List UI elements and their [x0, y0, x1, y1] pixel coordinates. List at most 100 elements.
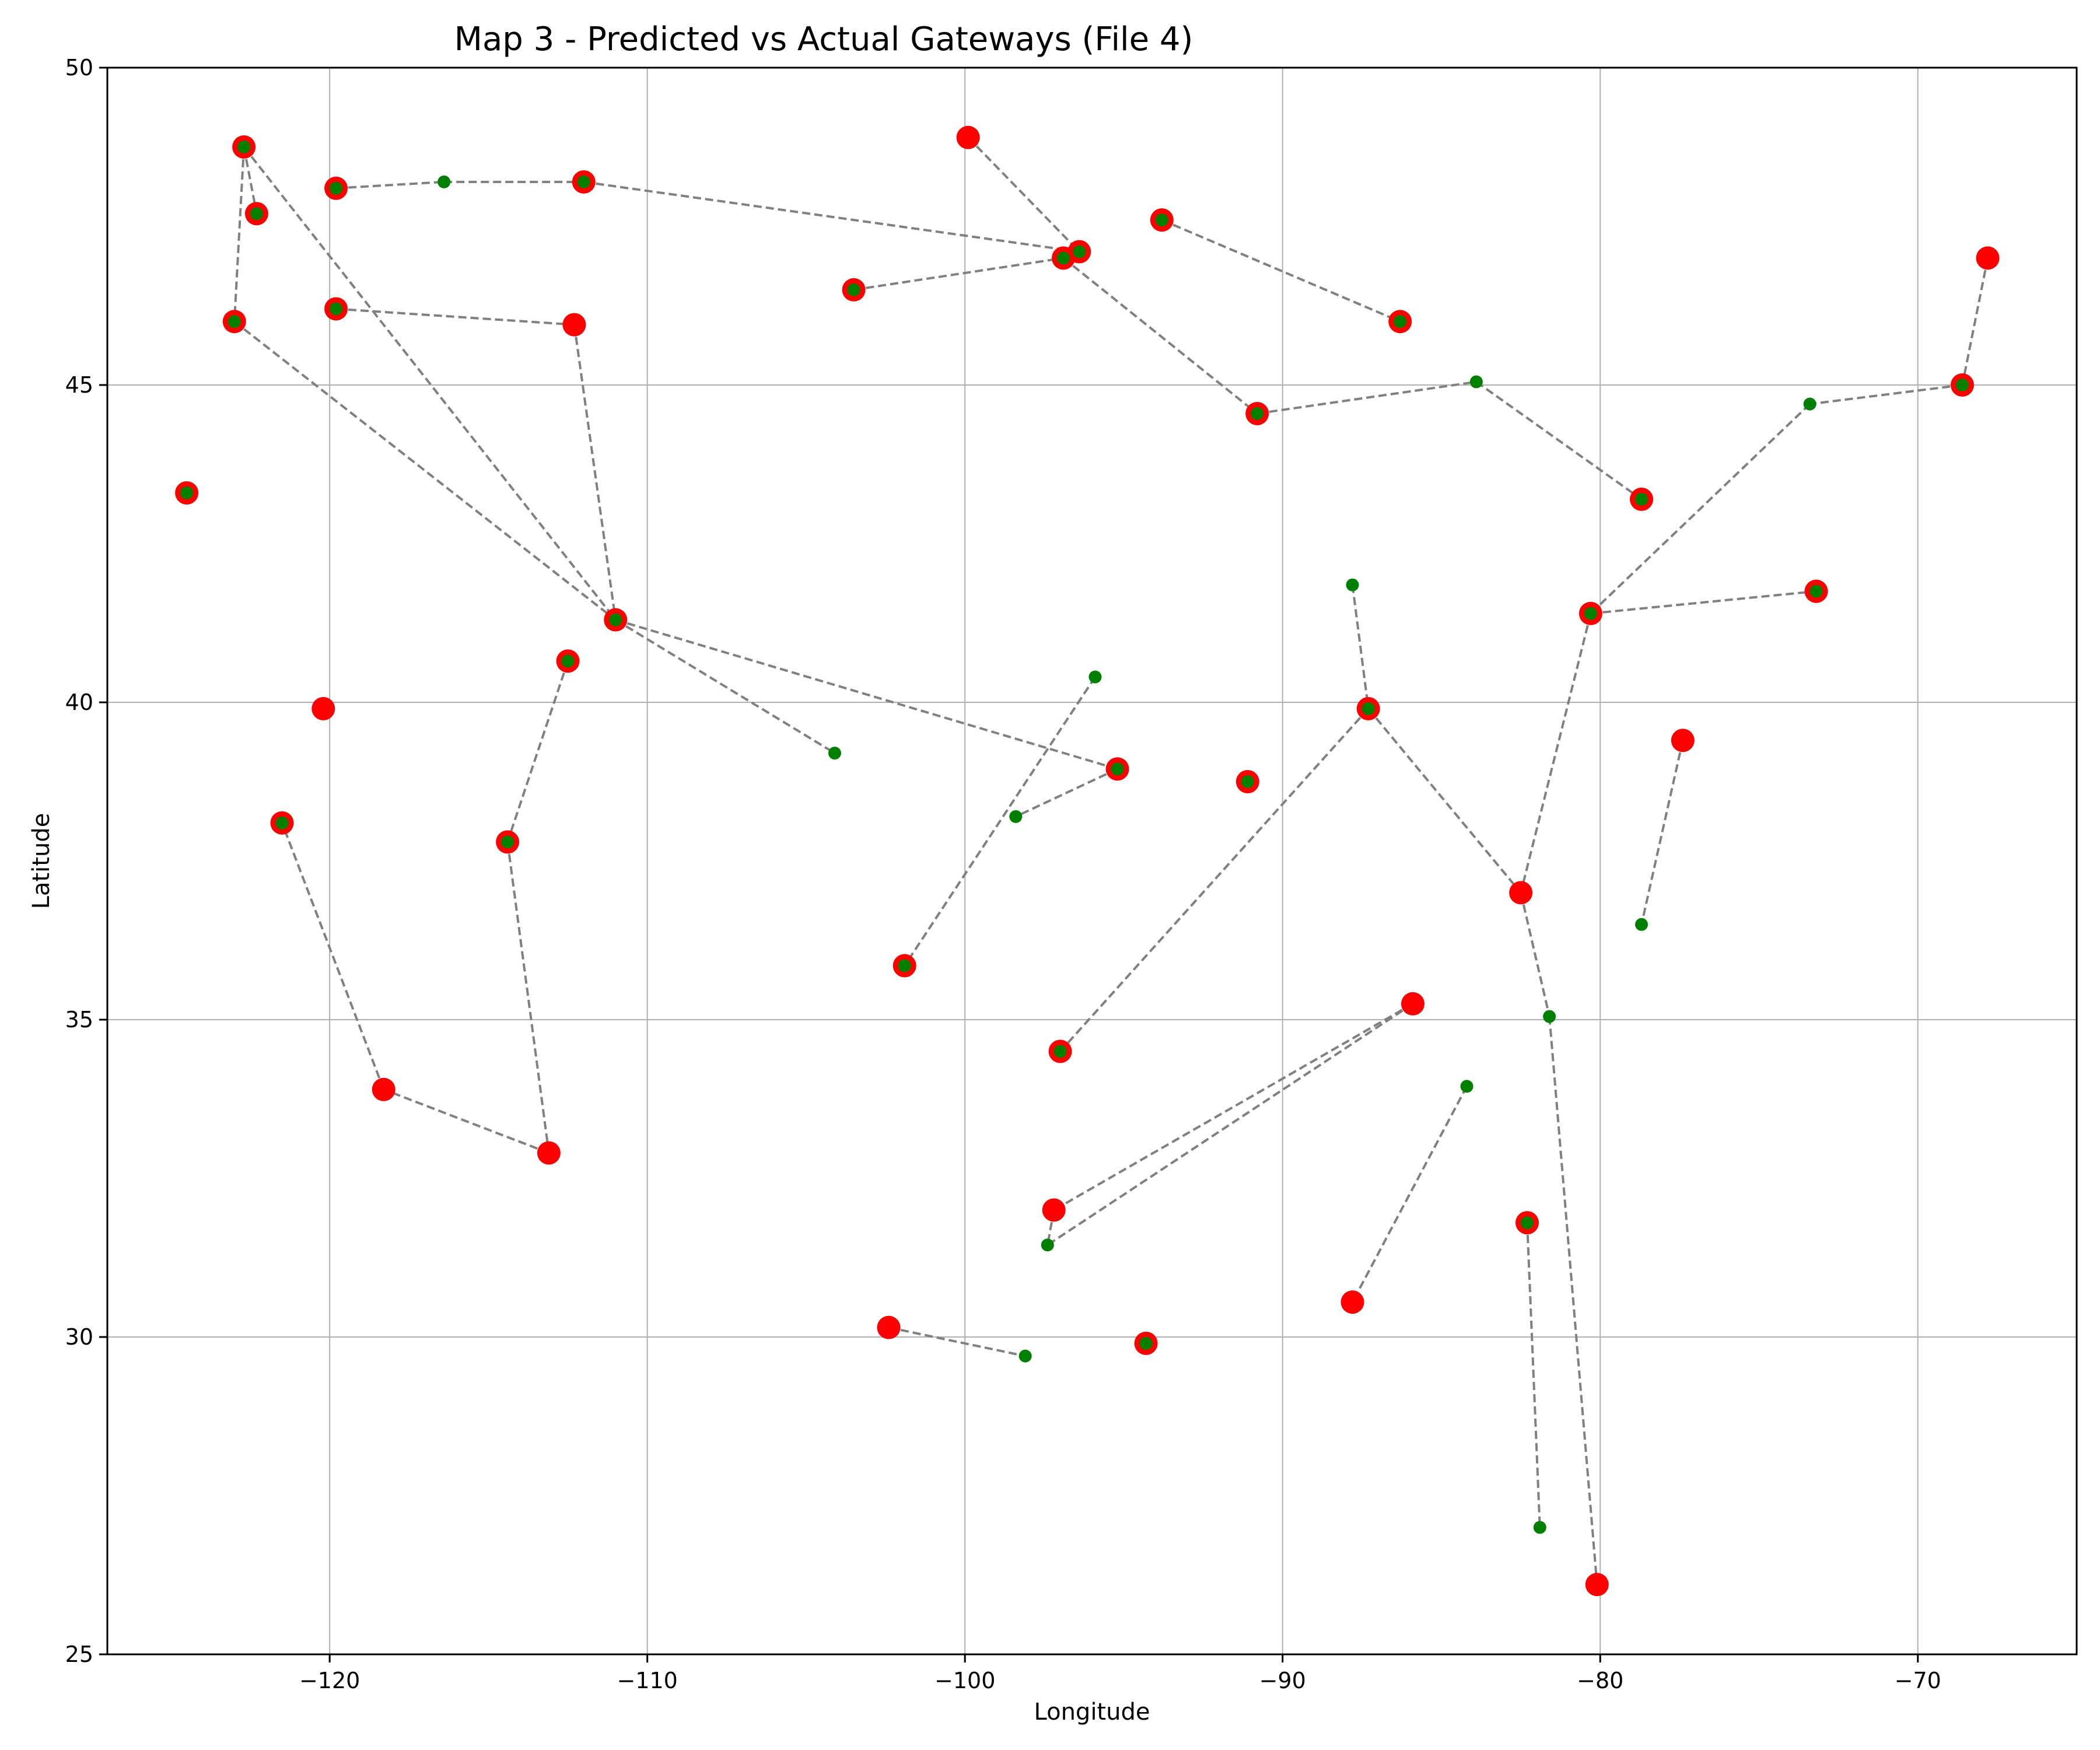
actual-gateway-point [1009, 810, 1023, 823]
predicted-gateway-point [372, 1077, 396, 1101]
actual-gateway-point [898, 959, 911, 972]
gateway-link [1961, 258, 1989, 386]
grid [107, 68, 2077, 1654]
actual-gateway-point [330, 181, 343, 195]
gateway-link [1059, 708, 1370, 1052]
predicted-gateway-point [562, 313, 586, 337]
predicted-gateway-point [1509, 881, 1533, 905]
actual-gateway-point [1019, 1349, 1032, 1363]
gateway-link [1590, 590, 1817, 615]
actual-gateway-point [847, 283, 860, 296]
y-tick-label: 30 [65, 1324, 93, 1350]
gateway-link [281, 822, 385, 1090]
actual-gateway-point [438, 175, 451, 188]
gateway-link [888, 1326, 1026, 1357]
gateway-link [1548, 1016, 1598, 1585]
actual-gateway-point [1041, 1238, 1054, 1252]
gateway-link [383, 1088, 550, 1154]
actual-gateway-point [1803, 397, 1817, 411]
chart-title: Map 3 - Predicted vs Actual Gateways (Fi… [454, 20, 1194, 58]
gateway-link [1053, 1003, 1413, 1212]
gateway-link [1640, 740, 1684, 925]
gateway-link [967, 136, 1080, 253]
gateway-link [1810, 384, 1963, 405]
predicted-gateway-point [1671, 729, 1695, 752]
gateway-link [1590, 403, 1811, 615]
actual-gateway-point [1073, 245, 1086, 258]
actual-gateway-point [1955, 379, 1969, 391]
actual-gateway-point [1139, 1336, 1153, 1350]
gateway-link [243, 146, 617, 621]
actual-gateway-point [1533, 1521, 1546, 1534]
predicted-gateway-point [537, 1141, 561, 1165]
actual-gateway-point [1810, 584, 1823, 598]
axis-ticks: −120 −110 −100 −90 −80 −70 25 30 35 40 45 50 [65, 55, 1941, 1693]
actual-gateway-point [275, 816, 289, 830]
actual-gateway-point [180, 486, 194, 499]
actual-gateway-point [1584, 607, 1597, 620]
actual-gateway-point [1155, 214, 1168, 227]
predicted-gateway-point [312, 696, 335, 720]
gateway-link [1367, 708, 1522, 894]
gateway-link [335, 307, 575, 326]
actual-gateway-point [1469, 375, 1483, 388]
actual-gateway-point [1543, 1010, 1556, 1023]
y-tick-label: 25 [65, 1642, 93, 1667]
actual-gateway-point [1054, 1045, 1067, 1058]
gateway-link [904, 676, 1097, 967]
actual-gateway-point [561, 654, 575, 668]
actual-gateway-point [1394, 315, 1407, 328]
x-tick-label: −90 [1259, 1668, 1306, 1693]
actual-gateway-point [1635, 918, 1648, 931]
gateway-link [1351, 584, 1370, 709]
actual-series [180, 141, 1969, 1534]
actual-gateway-point [501, 835, 514, 849]
actual-gateway-point [1251, 407, 1264, 420]
gateway-link [1475, 380, 1643, 501]
predicted-gateway-point [956, 125, 980, 149]
actual-gateway-point [577, 175, 590, 188]
x-axis-label: Longitude [1034, 1699, 1150, 1726]
actual-gateway-point [1346, 578, 1359, 592]
x-tick-label: −110 [617, 1668, 677, 1693]
gateway-link [615, 618, 835, 754]
actual-gateway-point [609, 613, 622, 626]
x-tick-label: −120 [299, 1668, 360, 1693]
predicted-gateway-point [1401, 992, 1424, 1016]
y-tick-label: 50 [65, 55, 93, 80]
gateway-link [1520, 892, 1551, 1017]
y-tick-label: 40 [65, 690, 93, 715]
actual-gateway-point [330, 302, 343, 316]
gateway-link [506, 842, 550, 1153]
gateway-link [1351, 1086, 1468, 1303]
actual-gateway-point [1460, 1080, 1474, 1093]
actual-gateway-point [1635, 492, 1648, 506]
predicted-gateway-point [1976, 246, 2000, 270]
actual-gateway-point [237, 141, 251, 153]
gateway-link [1062, 257, 1258, 415]
gateway-link [506, 660, 569, 842]
gateway-link [1256, 380, 1477, 415]
actual-gateway-point [1241, 775, 1254, 788]
predicted-gateway-point [1585, 1573, 1609, 1597]
actual-gateway-point [1520, 1216, 1534, 1230]
y-tick-label: 35 [65, 1007, 93, 1032]
actual-gateway-point [250, 207, 263, 220]
predicted-gateway-point [1340, 1290, 1364, 1314]
y-axis-label: Latitude [28, 813, 55, 909]
gateway-link [1015, 768, 1118, 818]
gateway-link [335, 180, 444, 190]
gateway-link [573, 324, 617, 620]
actual-gateway-point [1088, 670, 1102, 684]
actual-gateway-point [228, 315, 241, 328]
gateway-link [583, 180, 1080, 253]
gateway-link [615, 618, 1118, 771]
gateway-link [1161, 219, 1401, 323]
plot-frame [106, 66, 2078, 1656]
actual-gateway-point [1056, 251, 1070, 265]
gateway-link [1520, 613, 1592, 893]
actual-gateway-point [1111, 762, 1124, 776]
gateway-link [853, 257, 1064, 291]
